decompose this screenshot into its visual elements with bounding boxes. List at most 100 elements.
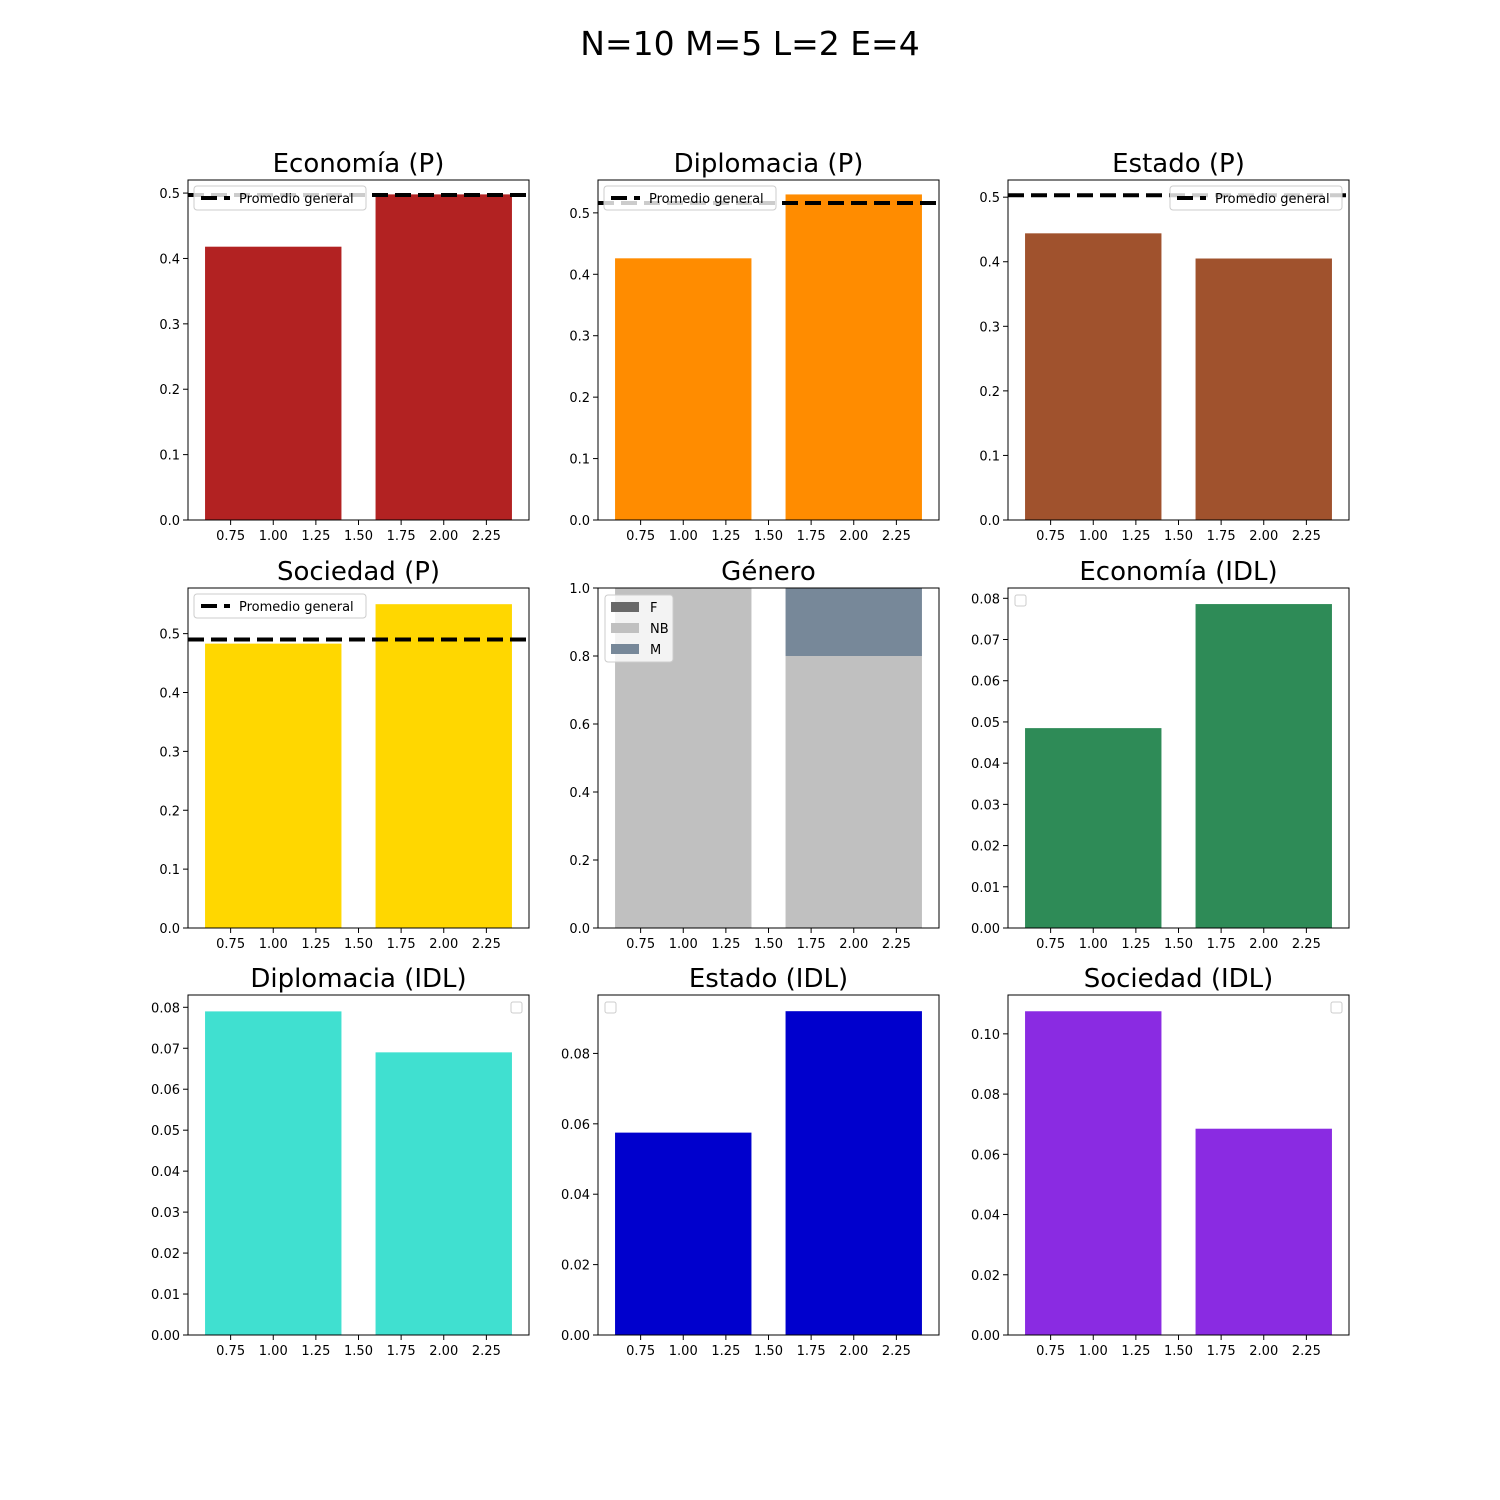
legend-swatch-f: [611, 602, 639, 612]
y-tick-label: 0.5: [979, 191, 1000, 206]
subplot-3: Estado (P) 0.75 1.00 1.25 1.50 1.75 2.00 2.25 0.…: [979, 149, 1350, 544]
bar-m: [785, 588, 922, 656]
subplot-2: Diplomacia (P) 0.75 1.00 1.25 1.50 1.75 2.00 2.…: [569, 149, 940, 544]
bar: [615, 1132, 752, 1335]
y-tick-label: 0.08: [971, 1088, 1000, 1103]
y-tick-label: 0.04: [971, 757, 1000, 772]
y-tick-label: 0.07: [151, 1042, 180, 1057]
legend-label: Promedio general: [1215, 192, 1330, 207]
x-tick-label: 1.25: [711, 937, 740, 952]
legend-box: [193, 185, 367, 211]
y-tick-label: 0.01: [151, 1288, 180, 1303]
y-tick-label: 0.6: [569, 718, 590, 733]
x-tick-label: 1.25: [301, 937, 330, 952]
x-tick-label: 1.25: [711, 1344, 740, 1359]
y-tick-label: 0.4: [569, 268, 590, 283]
x-tick-label: 2.25: [1292, 529, 1321, 544]
x-tick-label: 1.50: [754, 937, 783, 952]
x-tick-label: 0.75: [1036, 529, 1065, 544]
bar: [1195, 258, 1332, 520]
y-tick-label: 0.4: [979, 256, 1000, 271]
y-tick-label: 0.02: [971, 840, 1000, 855]
x-tick-label: 1.75: [797, 937, 826, 952]
subplot-title: Estado (P): [1112, 149, 1245, 179]
x-tick-label: 2.00: [839, 1344, 868, 1359]
legend-label: Promedio general: [239, 600, 354, 615]
legend-box: [193, 593, 367, 619]
x-tick-label: 2.25: [472, 529, 501, 544]
y-tick-label: 0.02: [151, 1247, 180, 1262]
y-tick-label: 0.5: [569, 207, 590, 222]
y-tick-label: 0.8: [569, 650, 590, 665]
y-tick-label: 0.2: [159, 383, 180, 398]
empty-legend: [1330, 1001, 1343, 1014]
bar: [375, 194, 512, 520]
y-tick-label: 0.4: [569, 786, 590, 801]
x-tick-label: 1.50: [754, 1344, 783, 1359]
x-tick-label: 1.75: [797, 529, 826, 544]
y-tick-label: 0.3: [979, 320, 1000, 335]
bar: [205, 1011, 342, 1335]
legend-box: [1169, 185, 1343, 211]
y-tick-label: 0.08: [561, 1047, 590, 1062]
x-tick-label: 1.25: [1121, 1344, 1150, 1359]
x-tick-label: 1.50: [1164, 937, 1193, 952]
bar: [615, 258, 752, 520]
y-tick-label: 0.1: [159, 863, 180, 878]
x-tick-label: 2.00: [429, 1344, 458, 1359]
y-tick-label: 0.06: [971, 675, 1000, 690]
x-tick-label: 0.75: [216, 937, 245, 952]
y-tick-label: 0.00: [151, 1329, 180, 1344]
y-tick-label: 0.3: [159, 318, 180, 333]
x-tick-label: 1.75: [797, 1344, 826, 1359]
x-tick-label: 1.75: [387, 937, 416, 952]
bar: [1195, 604, 1332, 928]
subplot-5: Género 0.75 1.00 1.25 1.50 1.75 2.00 2.25 0.0 0.2…: [569, 557, 940, 952]
x-tick-label: 1.50: [754, 529, 783, 544]
bar: [375, 604, 512, 928]
x-tick-label: 2.00: [1249, 529, 1278, 544]
y-tick-label: 0.06: [561, 1118, 590, 1133]
y-tick-label: 0.0: [569, 514, 590, 529]
x-tick-label: 2.25: [1292, 937, 1321, 952]
x-tick-label: 0.75: [1036, 1344, 1065, 1359]
subplot-title: Diplomacia (P): [674, 149, 864, 179]
y-tick-label: 0.2: [979, 385, 1000, 400]
x-tick-label: 1.75: [1207, 1344, 1236, 1359]
x-tick-label: 1.50: [1164, 1344, 1193, 1359]
legend-swatch-nb: [611, 623, 639, 633]
y-tick-label: 0.0: [159, 922, 180, 937]
y-tick-label: 0.2: [159, 804, 180, 819]
y-tick-label: 0.5: [159, 628, 180, 643]
y-tick-label: 0.0: [979, 514, 1000, 529]
y-tick-label: 0.00: [561, 1329, 590, 1344]
y-tick-label: 0.2: [569, 854, 590, 869]
empty-legend: [1014, 594, 1027, 607]
subplot-title: Sociedad (IDL): [1084, 964, 1274, 994]
x-tick-label: 1.25: [711, 529, 740, 544]
y-tick-label: 0.2: [569, 391, 590, 406]
x-tick-label: 0.75: [216, 1344, 245, 1359]
x-tick-label: 1.00: [1079, 1344, 1108, 1359]
legend-label: Promedio general: [649, 192, 764, 207]
y-tick-label: 0.03: [151, 1206, 180, 1221]
y-tick-label: 0.06: [151, 1083, 180, 1098]
bar: [1025, 728, 1162, 928]
subplot-7: Diplomacia (IDL) 0.75 1.00 1.25 1.50 1.75 2.00…: [151, 964, 530, 1359]
y-tick-label: 0.03: [971, 798, 1000, 813]
x-tick-label: 1.75: [387, 529, 416, 544]
y-tick-label: 0.4: [159, 252, 180, 267]
x-tick-label: 0.75: [626, 529, 655, 544]
x-tick-label: 2.25: [472, 937, 501, 952]
legend-label: F: [650, 601, 657, 616]
x-tick-label: 1.00: [669, 529, 698, 544]
x-tick-label: 2.25: [882, 937, 911, 952]
x-tick-label: 2.00: [839, 937, 868, 952]
empty-legend: [510, 1001, 523, 1014]
y-tick-label: 1.0: [569, 582, 590, 597]
x-tick-label: 2.00: [1249, 1344, 1278, 1359]
y-tick-label: 0.08: [151, 1001, 180, 1016]
y-tick-label: 0.04: [561, 1188, 590, 1203]
x-tick-label: 2.00: [429, 529, 458, 544]
y-tick-label: 0.00: [971, 922, 1000, 937]
